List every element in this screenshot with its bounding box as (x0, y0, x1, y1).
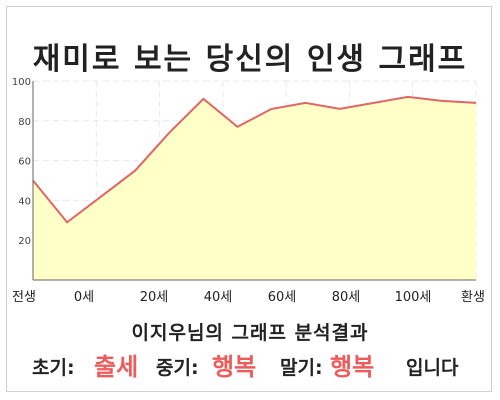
x-tick-label: 20세 (140, 290, 169, 305)
x-tick-label: 40세 (204, 290, 233, 305)
y-tick-label: 40 (18, 196, 31, 207)
late-label: 말기: (280, 357, 323, 379)
late-value: 행복 (330, 353, 375, 381)
analysis-title: 이지우님의 그래프 분석결과 (131, 322, 369, 344)
x-tick-label: 환생 (461, 290, 485, 305)
early-value: 출세 (94, 353, 139, 381)
middle-label: 중기: (156, 357, 199, 379)
x-tick-label: 전생 (12, 290, 36, 305)
x-tick-label: 100세 (395, 290, 432, 305)
early-label: 초기: (32, 357, 75, 379)
x-tick-label: 80세 (332, 290, 361, 305)
y-tick-label: 20 (18, 236, 31, 247)
chart-title: 재미로 보는 당신의 인생 그래프 (32, 42, 468, 77)
series-line (32, 95, 477, 224)
y-tick-label: 60 (18, 157, 31, 168)
x-tick-label: 0세 (74, 290, 94, 305)
area-fill (33, 96, 476, 281)
middle-value: 행복 (212, 353, 257, 381)
y-tick-label: 100 (12, 77, 31, 88)
ending-text: 입니다 (406, 357, 459, 379)
outer-frame (6, 6, 492, 392)
analysis-result-row: 초기: 출세 중기: 행복 말기: 행복 입니다 (0, 346, 500, 381)
y-tick-label: 80 (18, 117, 31, 128)
x-tick-label: 60세 (268, 290, 297, 305)
